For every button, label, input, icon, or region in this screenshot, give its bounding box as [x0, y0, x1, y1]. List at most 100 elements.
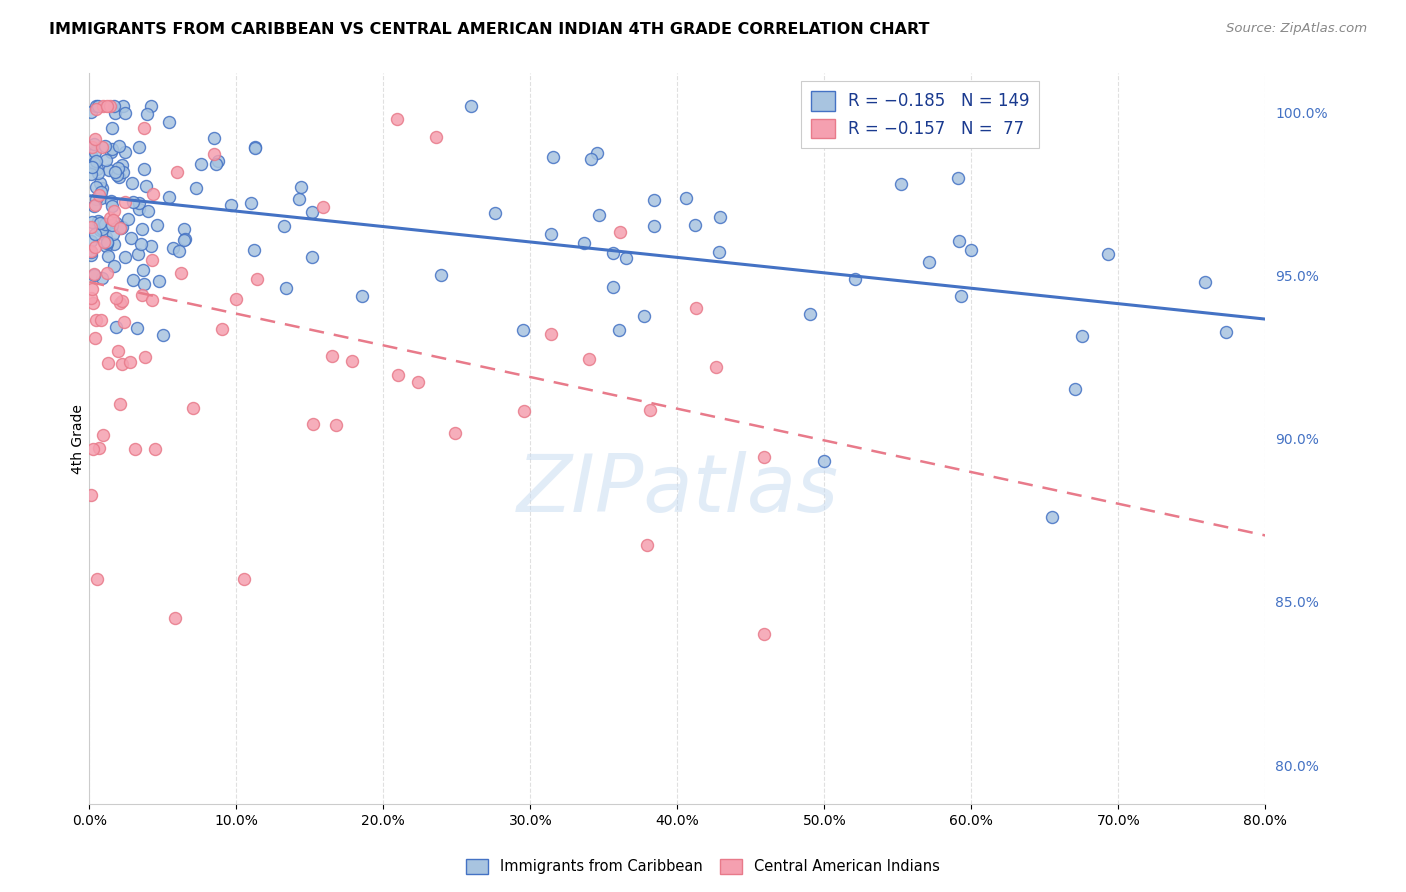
Point	[460, 98, 482, 112]
Point	[107, 161, 129, 175]
Point	[82, 282, 104, 296]
Point	[82, 295, 104, 310]
Point	[202, 131, 225, 145]
Point	[121, 177, 143, 191]
Point	[83, 267, 105, 281]
Point	[813, 454, 835, 468]
Point	[97, 163, 120, 178]
Point	[121, 273, 143, 287]
Point	[91, 140, 114, 154]
Point	[101, 121, 124, 136]
Point	[101, 142, 124, 156]
Point	[134, 162, 156, 177]
Point	[89, 187, 111, 202]
Point	[80, 220, 103, 235]
Point	[190, 157, 212, 171]
Point	[152, 328, 174, 343]
Y-axis label: 4th Grade: 4th Grade	[72, 404, 86, 474]
Point	[87, 214, 110, 228]
Point	[602, 279, 624, 293]
Point	[633, 310, 655, 324]
Point	[90, 181, 112, 195]
Point	[104, 105, 127, 120]
Point	[609, 225, 631, 239]
Point	[111, 164, 134, 178]
Point	[1194, 275, 1216, 289]
Point	[96, 236, 118, 251]
Point	[917, 255, 939, 269]
Point	[602, 246, 624, 260]
Point	[167, 244, 190, 259]
Point	[287, 192, 309, 206]
Point	[142, 186, 165, 201]
Point	[132, 262, 155, 277]
Point	[94, 239, 117, 253]
Point	[675, 191, 697, 205]
Point	[103, 259, 125, 273]
Point	[84, 98, 107, 112]
Point	[387, 368, 409, 383]
Point	[484, 205, 506, 219]
Point	[799, 307, 821, 321]
Point	[205, 156, 228, 170]
Point	[959, 244, 981, 258]
Point	[84, 145, 107, 159]
Point	[290, 180, 312, 194]
Point	[104, 291, 127, 305]
Point	[638, 402, 661, 417]
Point	[100, 98, 122, 112]
Point	[301, 205, 323, 219]
Point	[246, 272, 269, 286]
Point	[80, 161, 103, 175]
Point	[844, 272, 866, 286]
Point	[225, 292, 247, 306]
Point	[84, 227, 107, 241]
Point	[101, 227, 124, 241]
Point	[512, 323, 534, 337]
Point	[131, 221, 153, 235]
Point	[103, 237, 125, 252]
Point	[118, 354, 141, 368]
Point	[1215, 325, 1237, 339]
Point	[86, 572, 108, 586]
Point	[513, 403, 536, 417]
Point	[83, 156, 105, 170]
Point	[616, 251, 638, 265]
Point	[111, 158, 134, 172]
Point	[80, 244, 103, 259]
Point	[890, 178, 912, 192]
Point	[91, 427, 114, 442]
Point	[86, 161, 108, 176]
Point	[135, 179, 157, 194]
Point	[96, 235, 118, 250]
Point	[948, 170, 970, 185]
Point	[321, 350, 343, 364]
Point	[752, 450, 775, 464]
Point	[141, 253, 163, 268]
Point	[540, 227, 562, 242]
Point	[83, 136, 105, 151]
Point	[129, 237, 152, 252]
Point	[96, 266, 118, 280]
Point	[202, 147, 225, 161]
Point	[117, 212, 139, 227]
Point	[302, 417, 325, 431]
Point	[112, 98, 135, 112]
Point	[139, 98, 162, 112]
Point	[91, 98, 114, 112]
Point	[239, 195, 262, 210]
Point	[352, 289, 374, 303]
Point	[84, 192, 107, 206]
Point	[114, 195, 136, 210]
Point	[219, 198, 242, 212]
Point	[121, 194, 143, 209]
Point	[166, 165, 188, 179]
Point	[128, 202, 150, 217]
Point	[105, 169, 128, 183]
Point	[429, 268, 451, 282]
Point	[135, 107, 157, 121]
Point	[128, 140, 150, 154]
Point	[754, 627, 776, 641]
Point	[540, 327, 562, 342]
Point	[96, 98, 118, 112]
